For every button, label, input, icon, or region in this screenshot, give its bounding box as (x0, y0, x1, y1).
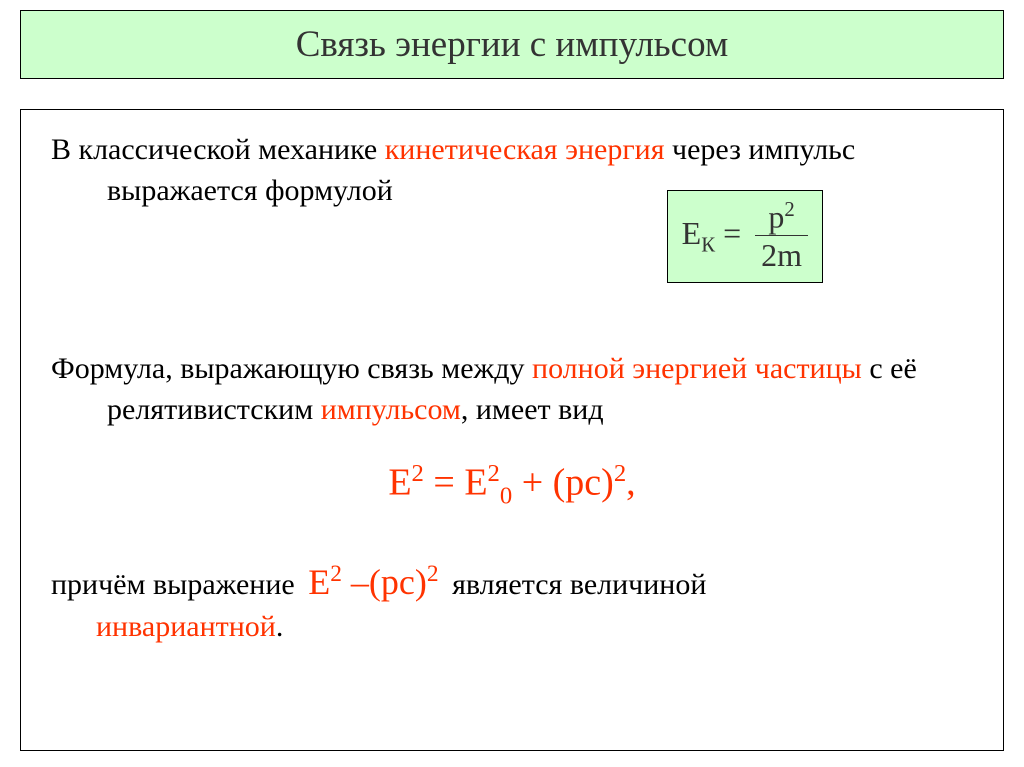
title-banner: Связь энергии с импульсом (20, 10, 1004, 79)
eq-E: E (388, 462, 411, 504)
formula-numerator: p2 (755, 199, 808, 236)
formula-eq: = (715, 215, 749, 251)
p3-hl: инвариантной (96, 610, 276, 643)
expr-mid: –(pc) (342, 562, 427, 602)
eq-E-sup: 2 (412, 460, 424, 487)
spacer (51, 229, 973, 349)
p1-hl1: кинетическая энергия (385, 133, 665, 166)
expr-sup1: 2 (330, 561, 342, 587)
main-equation: E2 = E20 + (pc)2, (51, 460, 973, 510)
eq-pc-sup: 2 (614, 460, 626, 487)
eq-comma: , (626, 462, 636, 504)
formula-lhs-sub: К (701, 233, 715, 256)
expr-sup2: 2 (427, 561, 439, 587)
eq-E0: E (464, 462, 487, 504)
p2-pre: Формула, выражающую связь между (51, 352, 532, 385)
num-exp: 2 (784, 198, 794, 221)
paragraph-1: В классической механике кинетическая эне… (51, 130, 973, 211)
num-base: p (768, 199, 784, 235)
p3-dot: . (276, 610, 284, 643)
eq-plus: + (pc) (512, 462, 614, 504)
p2-post: , имеет вид (461, 393, 604, 426)
p3-pre: причём выражение (51, 568, 302, 601)
content-box: В классической механике кинетическая эне… (20, 109, 1004, 751)
page-title: Связь энергии с импульсом (296, 24, 729, 65)
expr-E: E (308, 562, 330, 602)
eq-eq1: = (424, 462, 464, 504)
eq-E0-sup: 2 (488, 460, 500, 487)
paragraph-3: причём выражение E2 –(pc)2 является вели… (51, 558, 973, 647)
p1-pre: В классической механике (51, 133, 385, 166)
invariant-expression: E2 –(pc)2 (302, 562, 444, 602)
formula-fraction: p2 2m (755, 199, 808, 274)
eq-E0-sub: 0 (500, 482, 512, 509)
p2-hl1: полной энергией частицы (532, 352, 862, 385)
kinetic-energy-formula: EК = p2 2m (667, 190, 823, 283)
formula-lhs: E (682, 215, 702, 251)
p2-hl2: импульсом (321, 393, 461, 426)
paragraph-2: Формула, выражающую связь между полной э… (51, 349, 973, 430)
formula-denominator: 2m (755, 236, 808, 274)
p3-post1: является величиной (445, 568, 707, 601)
